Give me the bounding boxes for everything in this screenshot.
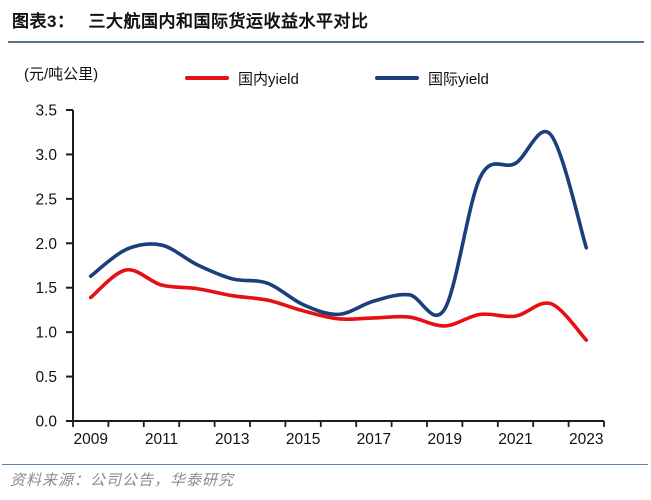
- legend-item-domestic: 国内yield: [185, 68, 299, 88]
- x-tick-label-2009: 2009: [73, 431, 107, 448]
- footer-divider: [2, 464, 648, 465]
- y-tick-label-2.5: 2.5: [35, 191, 57, 208]
- figure-title: 图表3： 三大航国内和国际货运收益水平对比: [12, 7, 368, 32]
- x-tick-label-2023: 2023: [569, 431, 603, 448]
- legend-item-international: 国际yield: [375, 68, 489, 88]
- figure-title-text: 三大航国内和国际货运收益水平对比: [88, 12, 369, 31]
- series-line-international-yield: [88, 130, 589, 318]
- series-line-domestic-yield: [88, 268, 589, 342]
- y-tick-label-2.0: 2.0: [35, 236, 57, 253]
- x-tick-label-2013: 2013: [215, 431, 249, 448]
- y-tick-label-0.5: 0.5: [35, 369, 57, 386]
- line-chart: 0.0 0.5 1.0 1.5 2.0 2.5 3.0 3.5 2009 2011 2013 2015…: [35, 103, 605, 448]
- y-tick-label-3.5: 3.5: [35, 103, 57, 120]
- y-tick-label-1.5: 1.5: [35, 280, 57, 297]
- x-tick-label-2015: 2015: [286, 431, 320, 448]
- chart-legend: 国内yield 国际yield: [0, 68, 651, 88]
- x-tick-label-2021: 2021: [498, 431, 532, 448]
- title-divider: [8, 41, 644, 43]
- y-axis-unit-label: (元/吨公里): [24, 66, 99, 83]
- source-note: 资料来源：公司公告，华泰研究: [10, 471, 235, 489]
- x-tick-label-2011: 2011: [145, 431, 178, 448]
- x-tick-label-2017: 2017: [357, 431, 391, 448]
- figure-number-label: 图表3：: [12, 12, 75, 31]
- legend-swatch-international-line: [375, 76, 419, 80]
- y-tick-label-3.0: 3.0: [35, 147, 57, 164]
- y-tick-label-0.0: 0.0: [35, 414, 57, 431]
- legend-swatch-domestic-line: [185, 76, 229, 80]
- legend-label-domestic: 国内yield: [238, 70, 299, 88]
- y-tick-label-1.0: 1.0: [35, 325, 57, 342]
- x-tick-label-2019: 2019: [427, 431, 461, 448]
- legend-label-international: 国际yield: [428, 70, 489, 88]
